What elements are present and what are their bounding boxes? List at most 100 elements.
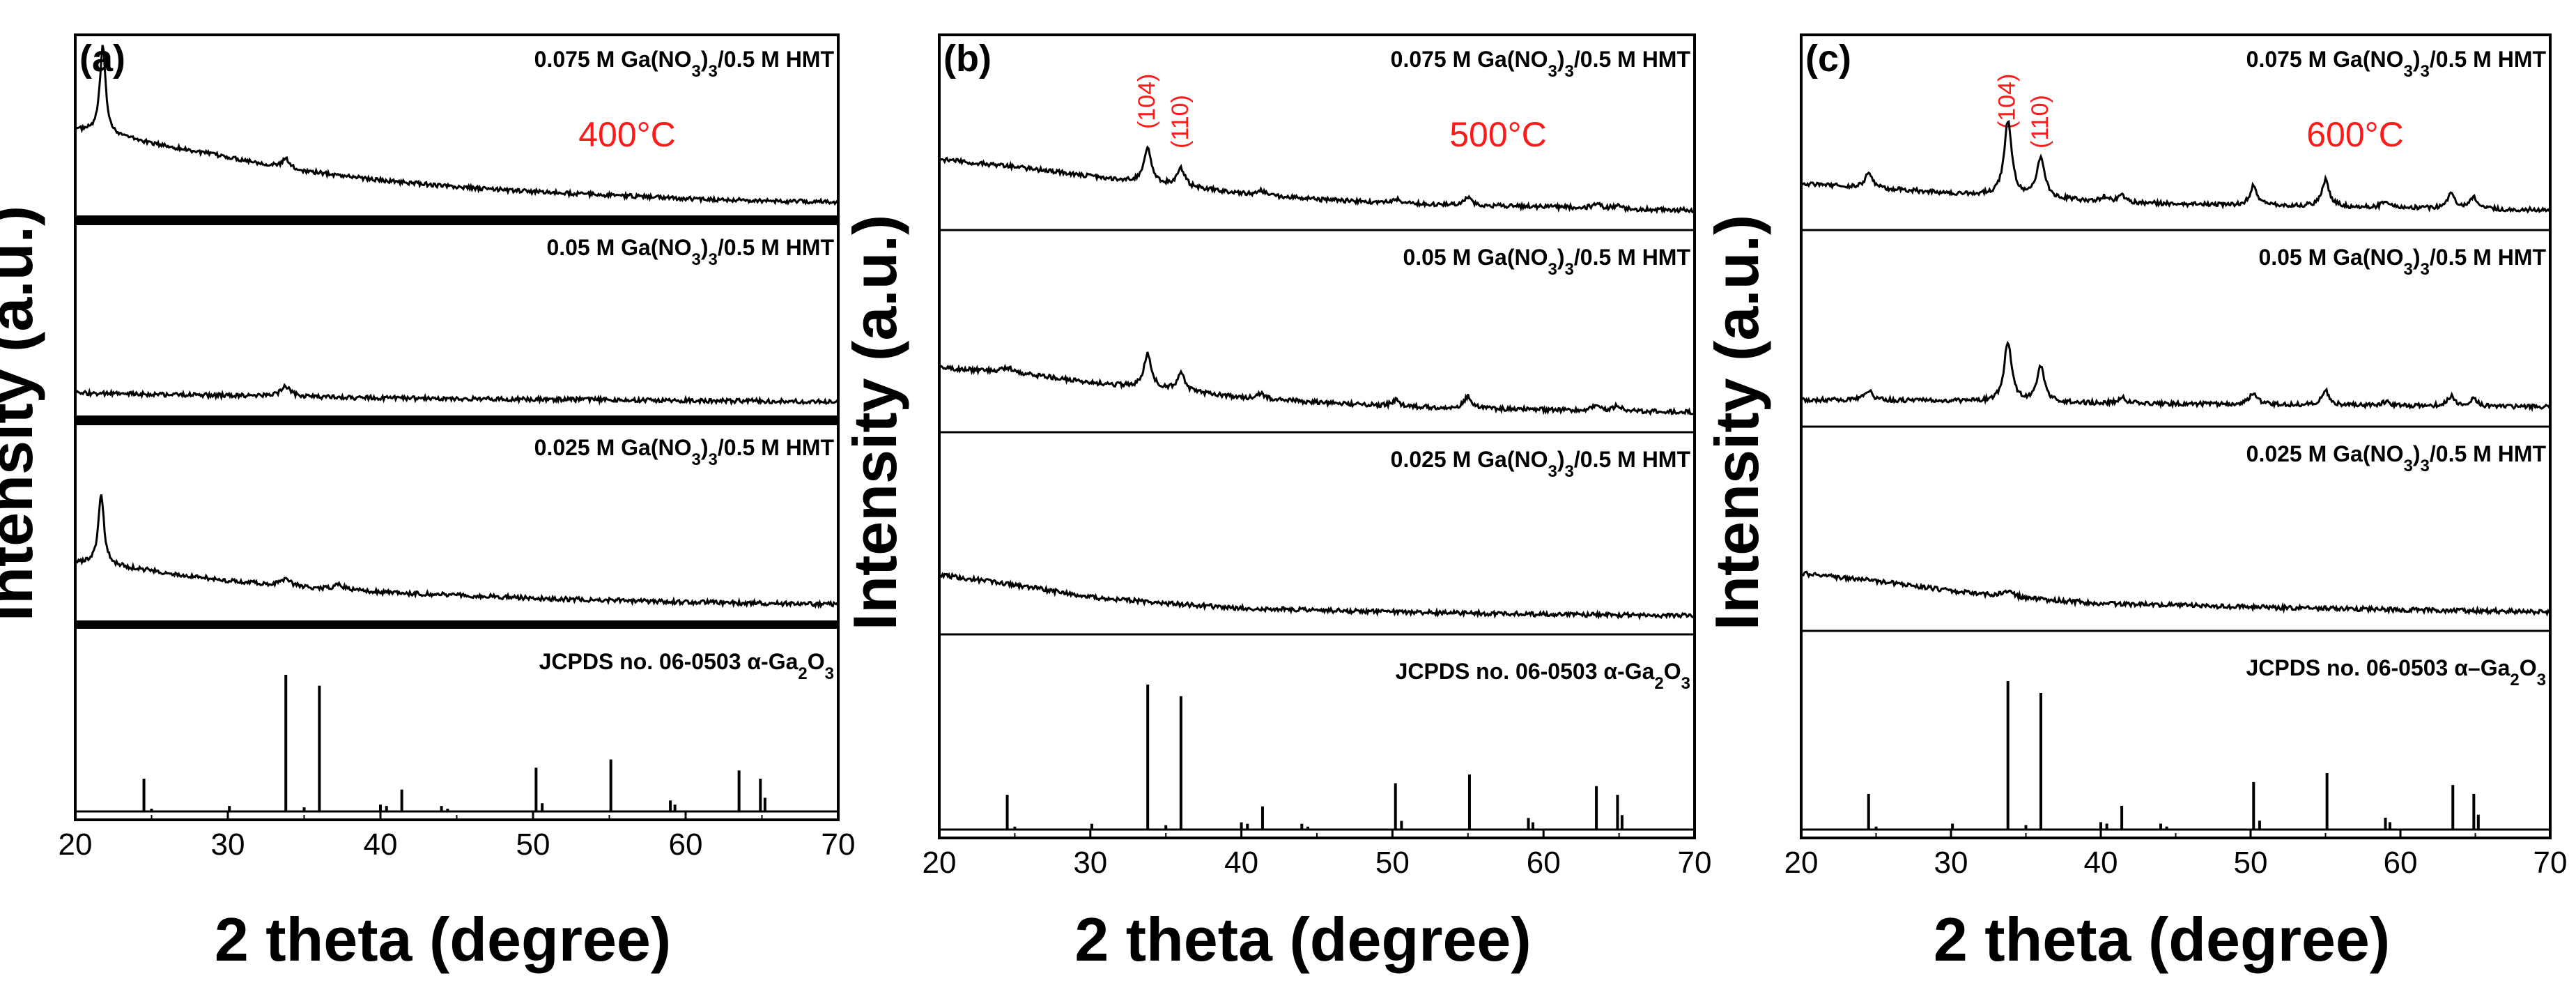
series-label: 0.025 M Ga(NO3)3/0.5 M HMT: [2246, 441, 2547, 475]
panel-3: 20 30 40 50 60 70 2 theta (degree) Intensity (a…: [1702, 33, 2568, 974]
series-label-part: 2: [1654, 674, 1663, 693]
series-label: JCPDS no. 06-0503 α–Ga2O3: [2246, 655, 2546, 689]
xrd-pattern-line: [938, 572, 1696, 620]
series-label-part: 3: [1565, 62, 1574, 81]
x-tick-label: 60: [2384, 846, 2418, 880]
panel-label: (c): [1805, 38, 1851, 79]
x-tick-label: 20: [59, 827, 93, 862]
xrd-pattern-line: [938, 351, 1695, 416]
series-label-part: 3: [709, 250, 718, 269]
x-tick-label: 50: [1375, 846, 1410, 880]
xrd-pattern-line: [74, 45, 838, 206]
series-label-part: /0.5 M HMT: [718, 435, 835, 460]
series-label-part: JCPDS no. 06-0503 α–Ga: [2246, 655, 2510, 680]
series-label: 0.025 M Ga(NO3)3/0.5 M HMT: [534, 435, 835, 469]
series-label-part: O: [808, 649, 825, 674]
series-label-part: 0.025 M Ga(NO: [534, 435, 692, 460]
series-label-part: 3: [1548, 462, 1557, 481]
series-label-part: ): [2413, 441, 2421, 466]
series-label-part: /0.5 M HMT: [718, 47, 835, 72]
x-tick-label: 40: [1224, 846, 1258, 880]
series-label-part: 3: [709, 62, 718, 81]
series-label-part: 0.075 M Ga(NO: [2246, 47, 2404, 72]
series-label-part: 0.025 M Ga(NO: [2246, 441, 2404, 466]
xrd-pattern-line: [74, 494, 840, 609]
x-tick-label: 60: [1527, 846, 1561, 880]
series-label-part: 3: [1565, 462, 1574, 481]
x-axis-label: 2 theta (degree): [1074, 905, 1531, 974]
series-label-part: ): [701, 235, 709, 260]
series-label-part: 3: [1681, 674, 1690, 693]
miller-index-label: (110): [1167, 95, 1194, 148]
series-label: 0.05 M Ga(NO3)3/0.5 M HMT: [2258, 245, 2546, 279]
series-label: 0.075 M Ga(NO3)3/0.5 M HMT: [1391, 47, 1691, 81]
series-label-part: /0.5 M HMT: [1574, 447, 1691, 472]
series-label: JCPDS no. 06-0503 α-Ga2O3: [1396, 659, 1690, 693]
series-label-part: 2: [2510, 671, 2519, 689]
series-label-part: ): [1557, 47, 1565, 72]
x-tick-label: 50: [2234, 846, 2268, 880]
x-tick-label: 40: [364, 827, 398, 862]
series-label-part: 3: [1548, 260, 1557, 279]
plot-frame: [938, 33, 1696, 839]
series-label-part: 0.075 M Ga(NO: [534, 47, 692, 72]
series-label-part: ): [701, 435, 709, 460]
x-tick-label: 70: [822, 827, 856, 862]
series-label: 0.075 M Ga(NO3)3/0.5 M HMT: [2246, 47, 2547, 81]
series-label-part: 3: [2537, 671, 2546, 689]
series-label: JCPDS no. 06-0503 α-Ga2O3: [539, 649, 834, 683]
x-tick-label: 20: [923, 846, 957, 880]
series-label-part: JCPDS no. 06-0503 α-Ga: [539, 649, 799, 674]
series-label-part: 0.025 M Ga(NO: [1391, 447, 1548, 472]
series-label-part: 3: [1548, 62, 1557, 81]
series-label-part: 3: [692, 250, 701, 269]
x-tick-label: 70: [2533, 846, 2568, 880]
y-axis-label: Intensity (a.u.): [0, 206, 45, 622]
series-label: 0.025 M Ga(NO3)3/0.5 M HMT: [1391, 447, 1691, 481]
series-label-part: /0.5 M HMT: [1574, 47, 1691, 72]
miller-index-label: (110): [2027, 95, 2053, 148]
y-axis-label: Intensity (a.u.): [1702, 215, 1771, 631]
series-label-part: 3: [2404, 457, 2413, 475]
series-label-part: 2: [798, 664, 807, 683]
series-label-part: 3: [692, 450, 701, 469]
series-label-part: 0.075 M Ga(NO: [1391, 47, 1548, 72]
x-tick-label: 40: [2084, 846, 2118, 880]
series-label-part: /0.5 M HMT: [718, 235, 835, 260]
series-label-part: 3: [2421, 260, 2430, 279]
series-label-part: 0.05 M Ga(NO: [2258, 245, 2403, 270]
series-label-part: /0.5 M HMT: [2430, 441, 2547, 466]
panel-1: 20 30 40 50 60 70 2 theta (degree) Intensity (a…: [0, 33, 856, 974]
series-label: 0.05 M Ga(NO3)3/0.5 M HMT: [546, 235, 834, 269]
plot-frame: [1800, 33, 2552, 839]
temperature-label: 600°C: [2306, 115, 2404, 154]
xrd-pattern-line: [1800, 340, 2552, 413]
x-tick-label: 60: [669, 827, 703, 862]
xrd-pattern-line: [1800, 120, 2552, 214]
series-label-part: 3: [709, 450, 718, 469]
series-label-part: /0.5 M HMT: [2430, 47, 2547, 72]
series-label-part: 3: [825, 664, 834, 683]
temperature-label: 500°C: [1449, 115, 1547, 154]
xrd-pattern-line: [938, 145, 1696, 215]
plot-frame: [74, 33, 840, 821]
series-label-part: JCPDS no. 06-0503 α-Ga: [1396, 659, 1655, 684]
series-label-part: 3: [2404, 260, 2413, 279]
xrd-pattern-line: [1800, 570, 2551, 617]
series-label: 0.05 M Ga(NO3)3/0.5 M HMT: [1403, 245, 1690, 279]
series-label-part: 0.05 M Ga(NO: [546, 235, 691, 260]
series-label-part: 3: [1565, 260, 1574, 279]
panel-2: 20 30 40 50 60 70 2 theta (degree) Intensity (a…: [840, 33, 1712, 974]
series-label-part: ): [2413, 245, 2421, 270]
series-label-part: ): [701, 47, 709, 72]
x-tick-label: 20: [1784, 846, 1819, 880]
series-label-part: O: [2520, 655, 2537, 680]
x-tick-label: 70: [1678, 846, 1712, 880]
series-label-part: 3: [692, 62, 701, 81]
miller-index-label: (104): [1994, 74, 2021, 129]
series-label-part: O: [1664, 659, 1681, 684]
series-label-part: 3: [2421, 62, 2430, 81]
series-label: 0.075 M Ga(NO3)3/0.5 M HMT: [534, 47, 835, 81]
xrd-pattern-line: [74, 383, 840, 406]
